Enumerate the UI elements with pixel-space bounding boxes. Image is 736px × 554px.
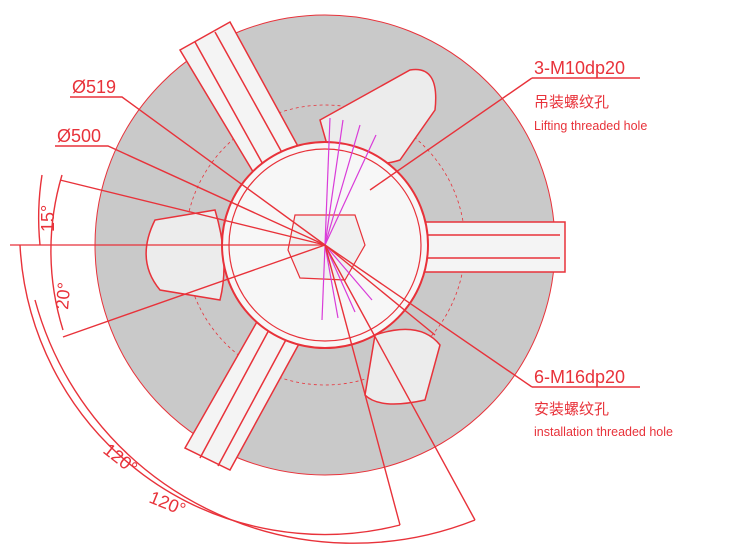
angle-120-inner-label: 120° bbox=[100, 439, 142, 478]
installation-en: installation threaded hole bbox=[534, 425, 673, 439]
lifting-en: Lifting threaded hole bbox=[534, 119, 647, 133]
angle-120-outer-label: 120° bbox=[147, 487, 189, 519]
leader-lines bbox=[55, 77, 640, 526]
lifting-spec: 3-M10dp20 bbox=[534, 58, 625, 78]
angle-20-label: 20° bbox=[52, 281, 74, 310]
angle-arcs bbox=[19, 174, 476, 544]
installation-cn: 安装螺纹孔 bbox=[534, 400, 609, 418]
base-lobes bbox=[145, 68, 441, 405]
installation-spec: 6-M16dp20 bbox=[534, 367, 625, 387]
dia-519-label: Ø519 bbox=[72, 77, 116, 97]
lifting-cn: 吊装螺纹孔 bbox=[534, 93, 609, 111]
dia-500-label: Ø500 bbox=[57, 126, 101, 146]
construction-lines bbox=[321, 117, 377, 321]
angle-15-label: 15° bbox=[38, 205, 58, 232]
